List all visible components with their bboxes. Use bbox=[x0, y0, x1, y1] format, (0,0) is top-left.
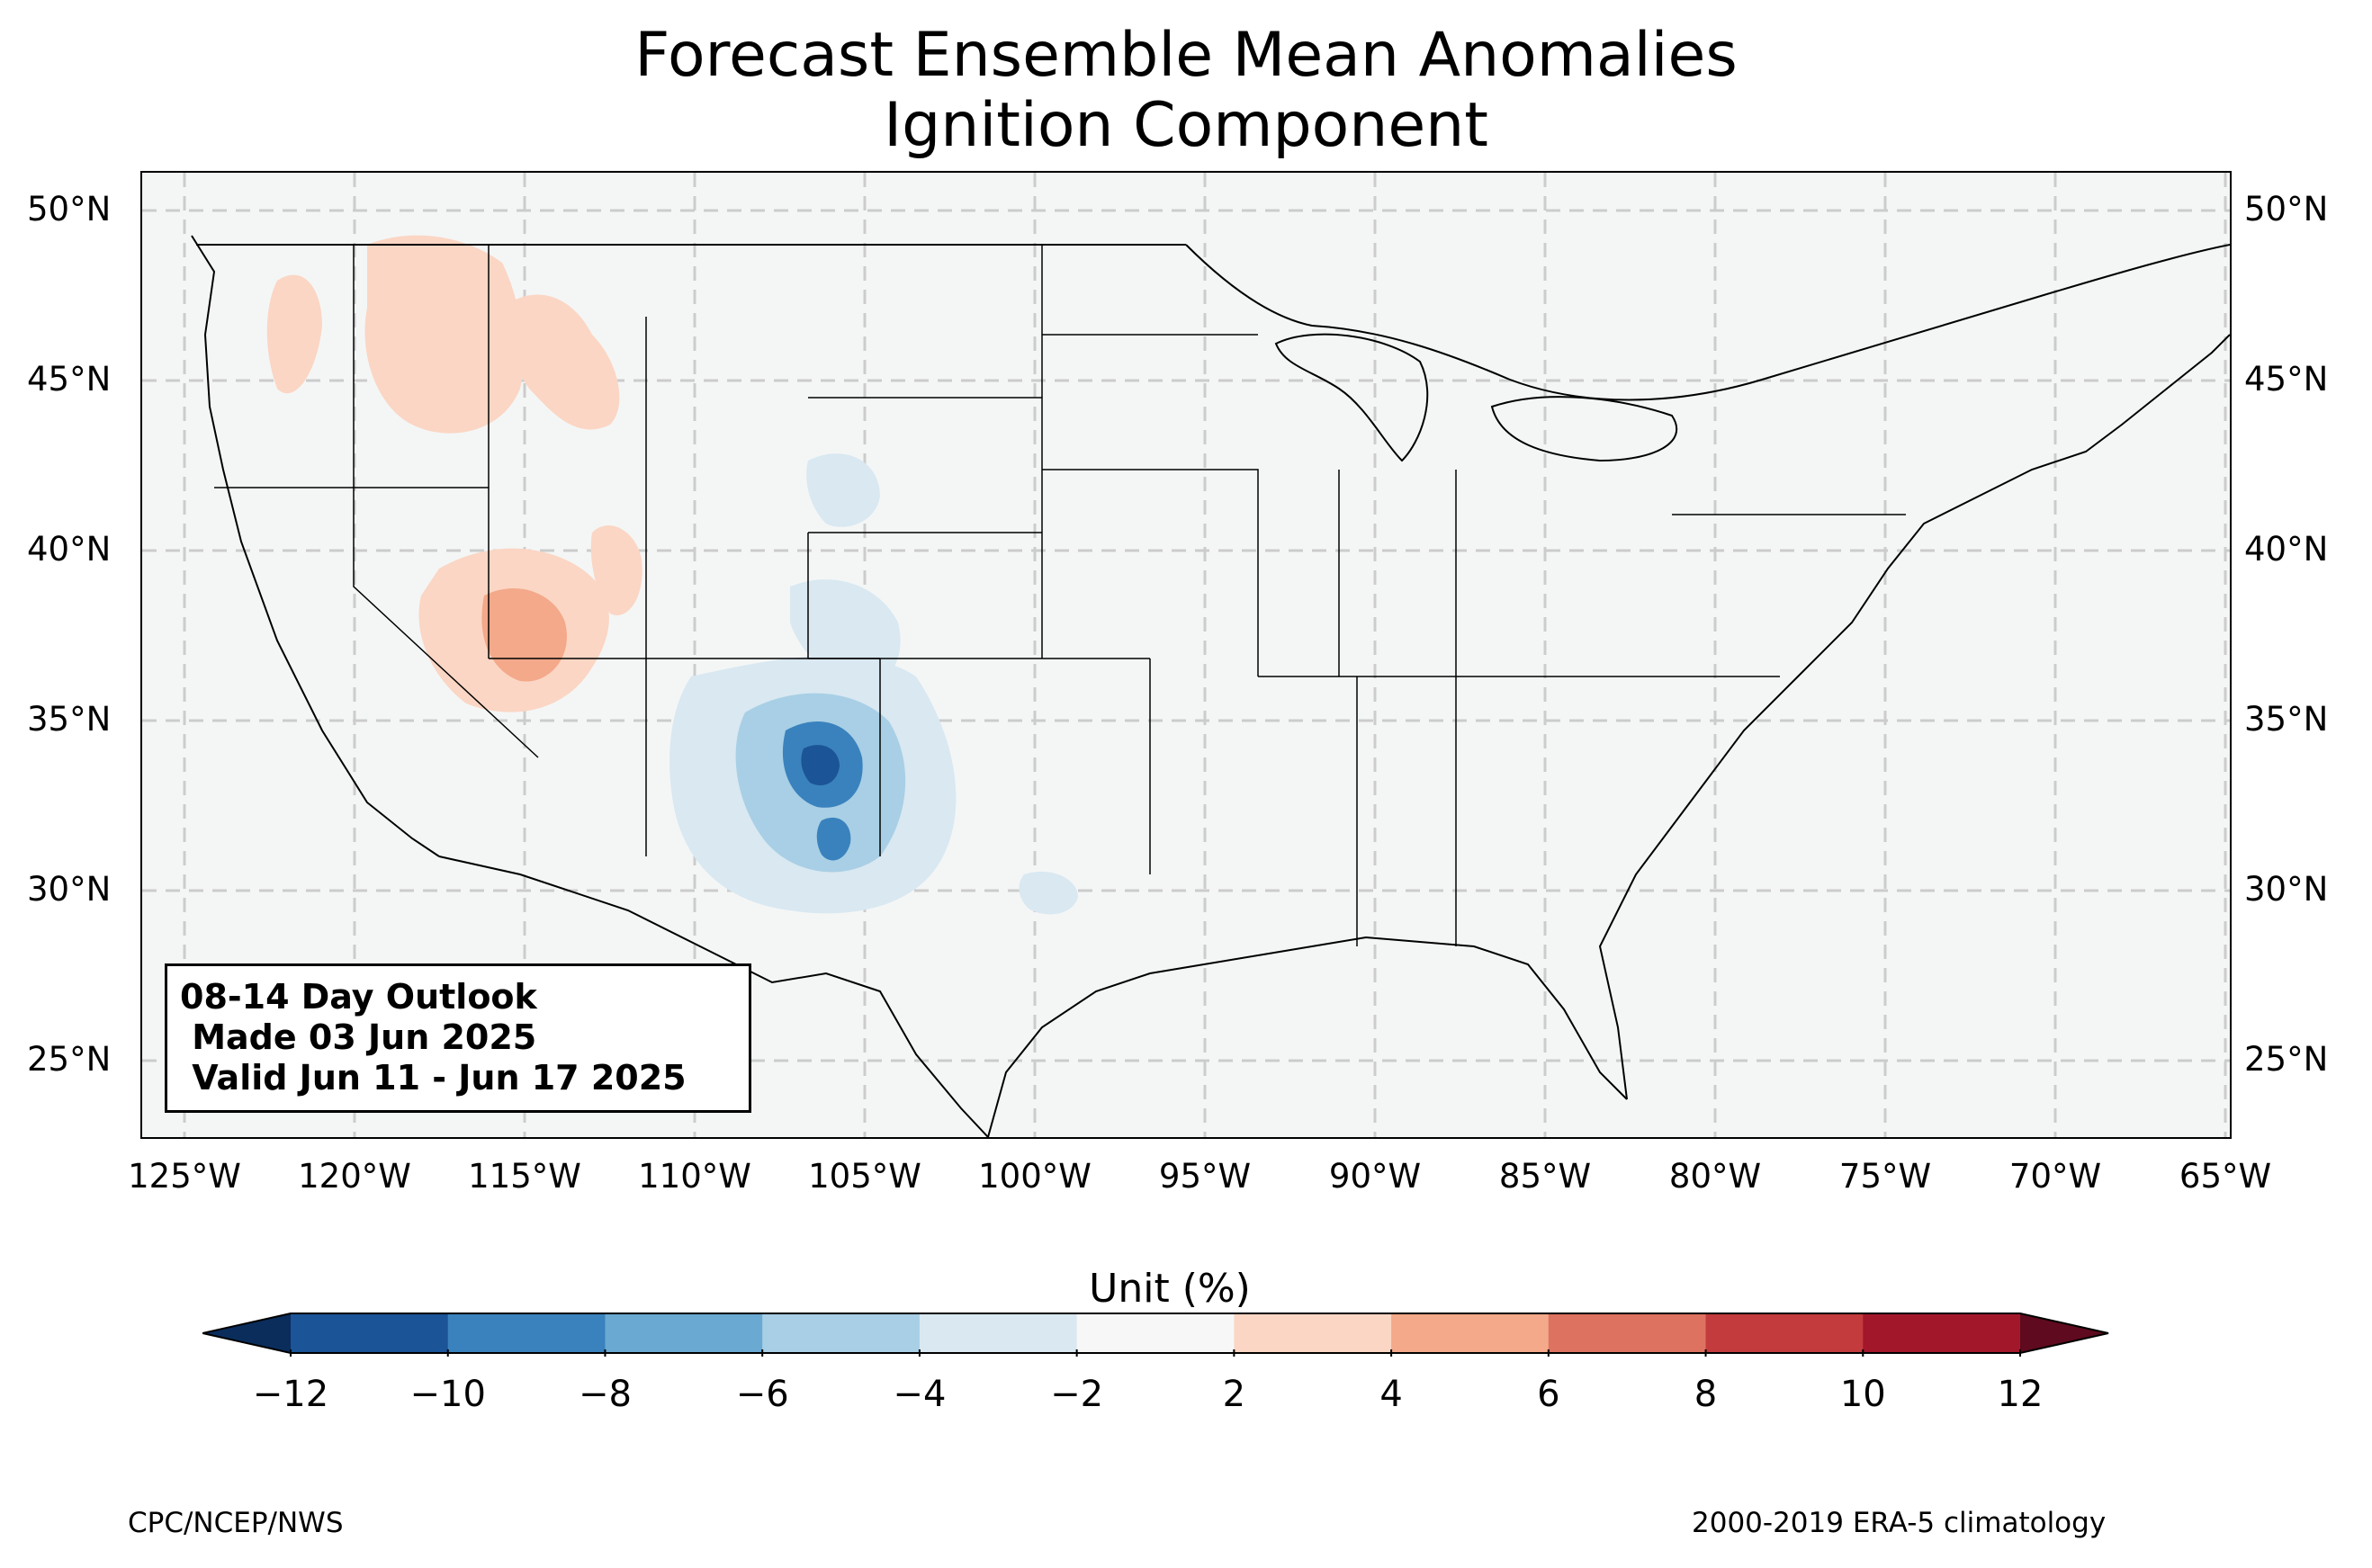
outlook-valid-range: Valid Jun 11 - Jun 17 2025 bbox=[180, 1058, 687, 1098]
colorbar-under-arrow bbox=[202, 1313, 291, 1353]
lon-label-65w: 65°W bbox=[2179, 1157, 2272, 1196]
colorbar-tick-label: −8 bbox=[578, 1374, 632, 1415]
lon-label-90w: 90°W bbox=[1328, 1157, 1422, 1196]
colorbar-bin bbox=[291, 1313, 449, 1353]
lat-label-40-right: 40°N bbox=[2244, 530, 2329, 569]
colorbar-over-arrow bbox=[2020, 1313, 2108, 1353]
lon-label-100w: 100°W bbox=[978, 1157, 1092, 1196]
colorbar bbox=[202, 1313, 2109, 1357]
colorbar-tick-label: −2 bbox=[1050, 1374, 1104, 1415]
lon-label-85w: 85°W bbox=[1498, 1157, 1592, 1196]
colorbar-tick-label: −12 bbox=[252, 1374, 329, 1415]
lon-label-120w: 120°W bbox=[298, 1157, 411, 1196]
negative-anomaly-regions bbox=[669, 453, 1078, 915]
lat-label-35-left: 35°N bbox=[27, 700, 112, 739]
lon-label-95w: 95°W bbox=[1158, 1157, 1252, 1196]
lat-label-45-right: 45°N bbox=[2244, 360, 2329, 399]
chart-title-line2: Ignition Component bbox=[884, 90, 1488, 161]
colorbar-bin bbox=[1391, 1313, 1550, 1353]
colorbar-bin bbox=[762, 1313, 921, 1353]
lon-label-105w: 105°W bbox=[808, 1157, 921, 1196]
state-borders bbox=[214, 245, 1906, 946]
positive-anomaly-regions bbox=[266, 235, 642, 712]
lon-label-110w: 110°W bbox=[638, 1157, 751, 1196]
us-map bbox=[142, 173, 2230, 1137]
footer-source: CPC/NCEP/NWS bbox=[128, 1507, 344, 1539]
lon-label-75w: 75°W bbox=[1838, 1157, 1932, 1196]
lat-label-25-right: 25°N bbox=[2244, 1040, 2329, 1079]
colorbar-tick-label: 8 bbox=[1694, 1374, 1718, 1415]
colorbar-tick-label: 6 bbox=[1537, 1374, 1560, 1415]
coastlines-and-borders bbox=[191, 235, 2230, 1137]
colorbar-bin bbox=[1548, 1313, 1707, 1353]
colorbar-tick-label: 12 bbox=[1997, 1374, 2044, 1415]
lon-label-80w: 80°W bbox=[1668, 1157, 1762, 1196]
lon-label-70w: 70°W bbox=[2008, 1157, 2102, 1196]
colorbar-label: Unit (%) bbox=[1089, 1266, 1251, 1312]
colorbar-bin bbox=[1076, 1313, 1235, 1353]
colorbar-tick-label: −10 bbox=[409, 1374, 486, 1415]
colorbar-tick-label: −4 bbox=[893, 1374, 947, 1415]
colorbar-tick-label: 2 bbox=[1222, 1374, 1246, 1415]
colorbar-tick-label: 10 bbox=[1839, 1374, 1886, 1415]
footer-climatology: 2000-2019 ERA-5 climatology bbox=[1692, 1507, 2107, 1539]
lat-label-50-right: 50°N bbox=[2244, 190, 2329, 228]
lat-label-30-left: 30°N bbox=[27, 870, 112, 909]
colorbar-bin bbox=[1705, 1313, 1864, 1353]
lat-label-45-left: 45°N bbox=[27, 360, 112, 399]
colorbar-bin bbox=[1234, 1313, 1392, 1353]
lat-label-35-right: 35°N bbox=[2244, 700, 2329, 739]
lat-label-30-right: 30°N bbox=[2244, 870, 2329, 909]
colorbar-tick-label: 4 bbox=[1379, 1374, 1403, 1415]
lon-label-125w: 125°W bbox=[128, 1157, 241, 1196]
lat-label-25-left: 25°N bbox=[27, 1040, 112, 1079]
colorbar-bin bbox=[1863, 1313, 2021, 1353]
lon-label-115w: 115°W bbox=[468, 1157, 581, 1196]
colorbar-bin bbox=[919, 1313, 1078, 1353]
outlook-info-box: 08-14 Day Outlook Made 03 Jun 2025 Valid… bbox=[165, 963, 751, 1113]
chart-title-line1: Forecast Ensemble Mean Anomalies bbox=[634, 20, 1738, 91]
colorbar-bin bbox=[447, 1313, 606, 1353]
lat-label-50-left: 50°N bbox=[27, 190, 112, 228]
lat-label-40-left: 40°N bbox=[27, 530, 112, 569]
outlook-period: 08-14 Day Outlook bbox=[180, 977, 537, 1017]
outlook-made-date: Made 03 Jun 2025 bbox=[180, 1017, 537, 1057]
colorbar-bin bbox=[605, 1313, 763, 1353]
colorbar-tick-label: −6 bbox=[735, 1374, 789, 1415]
